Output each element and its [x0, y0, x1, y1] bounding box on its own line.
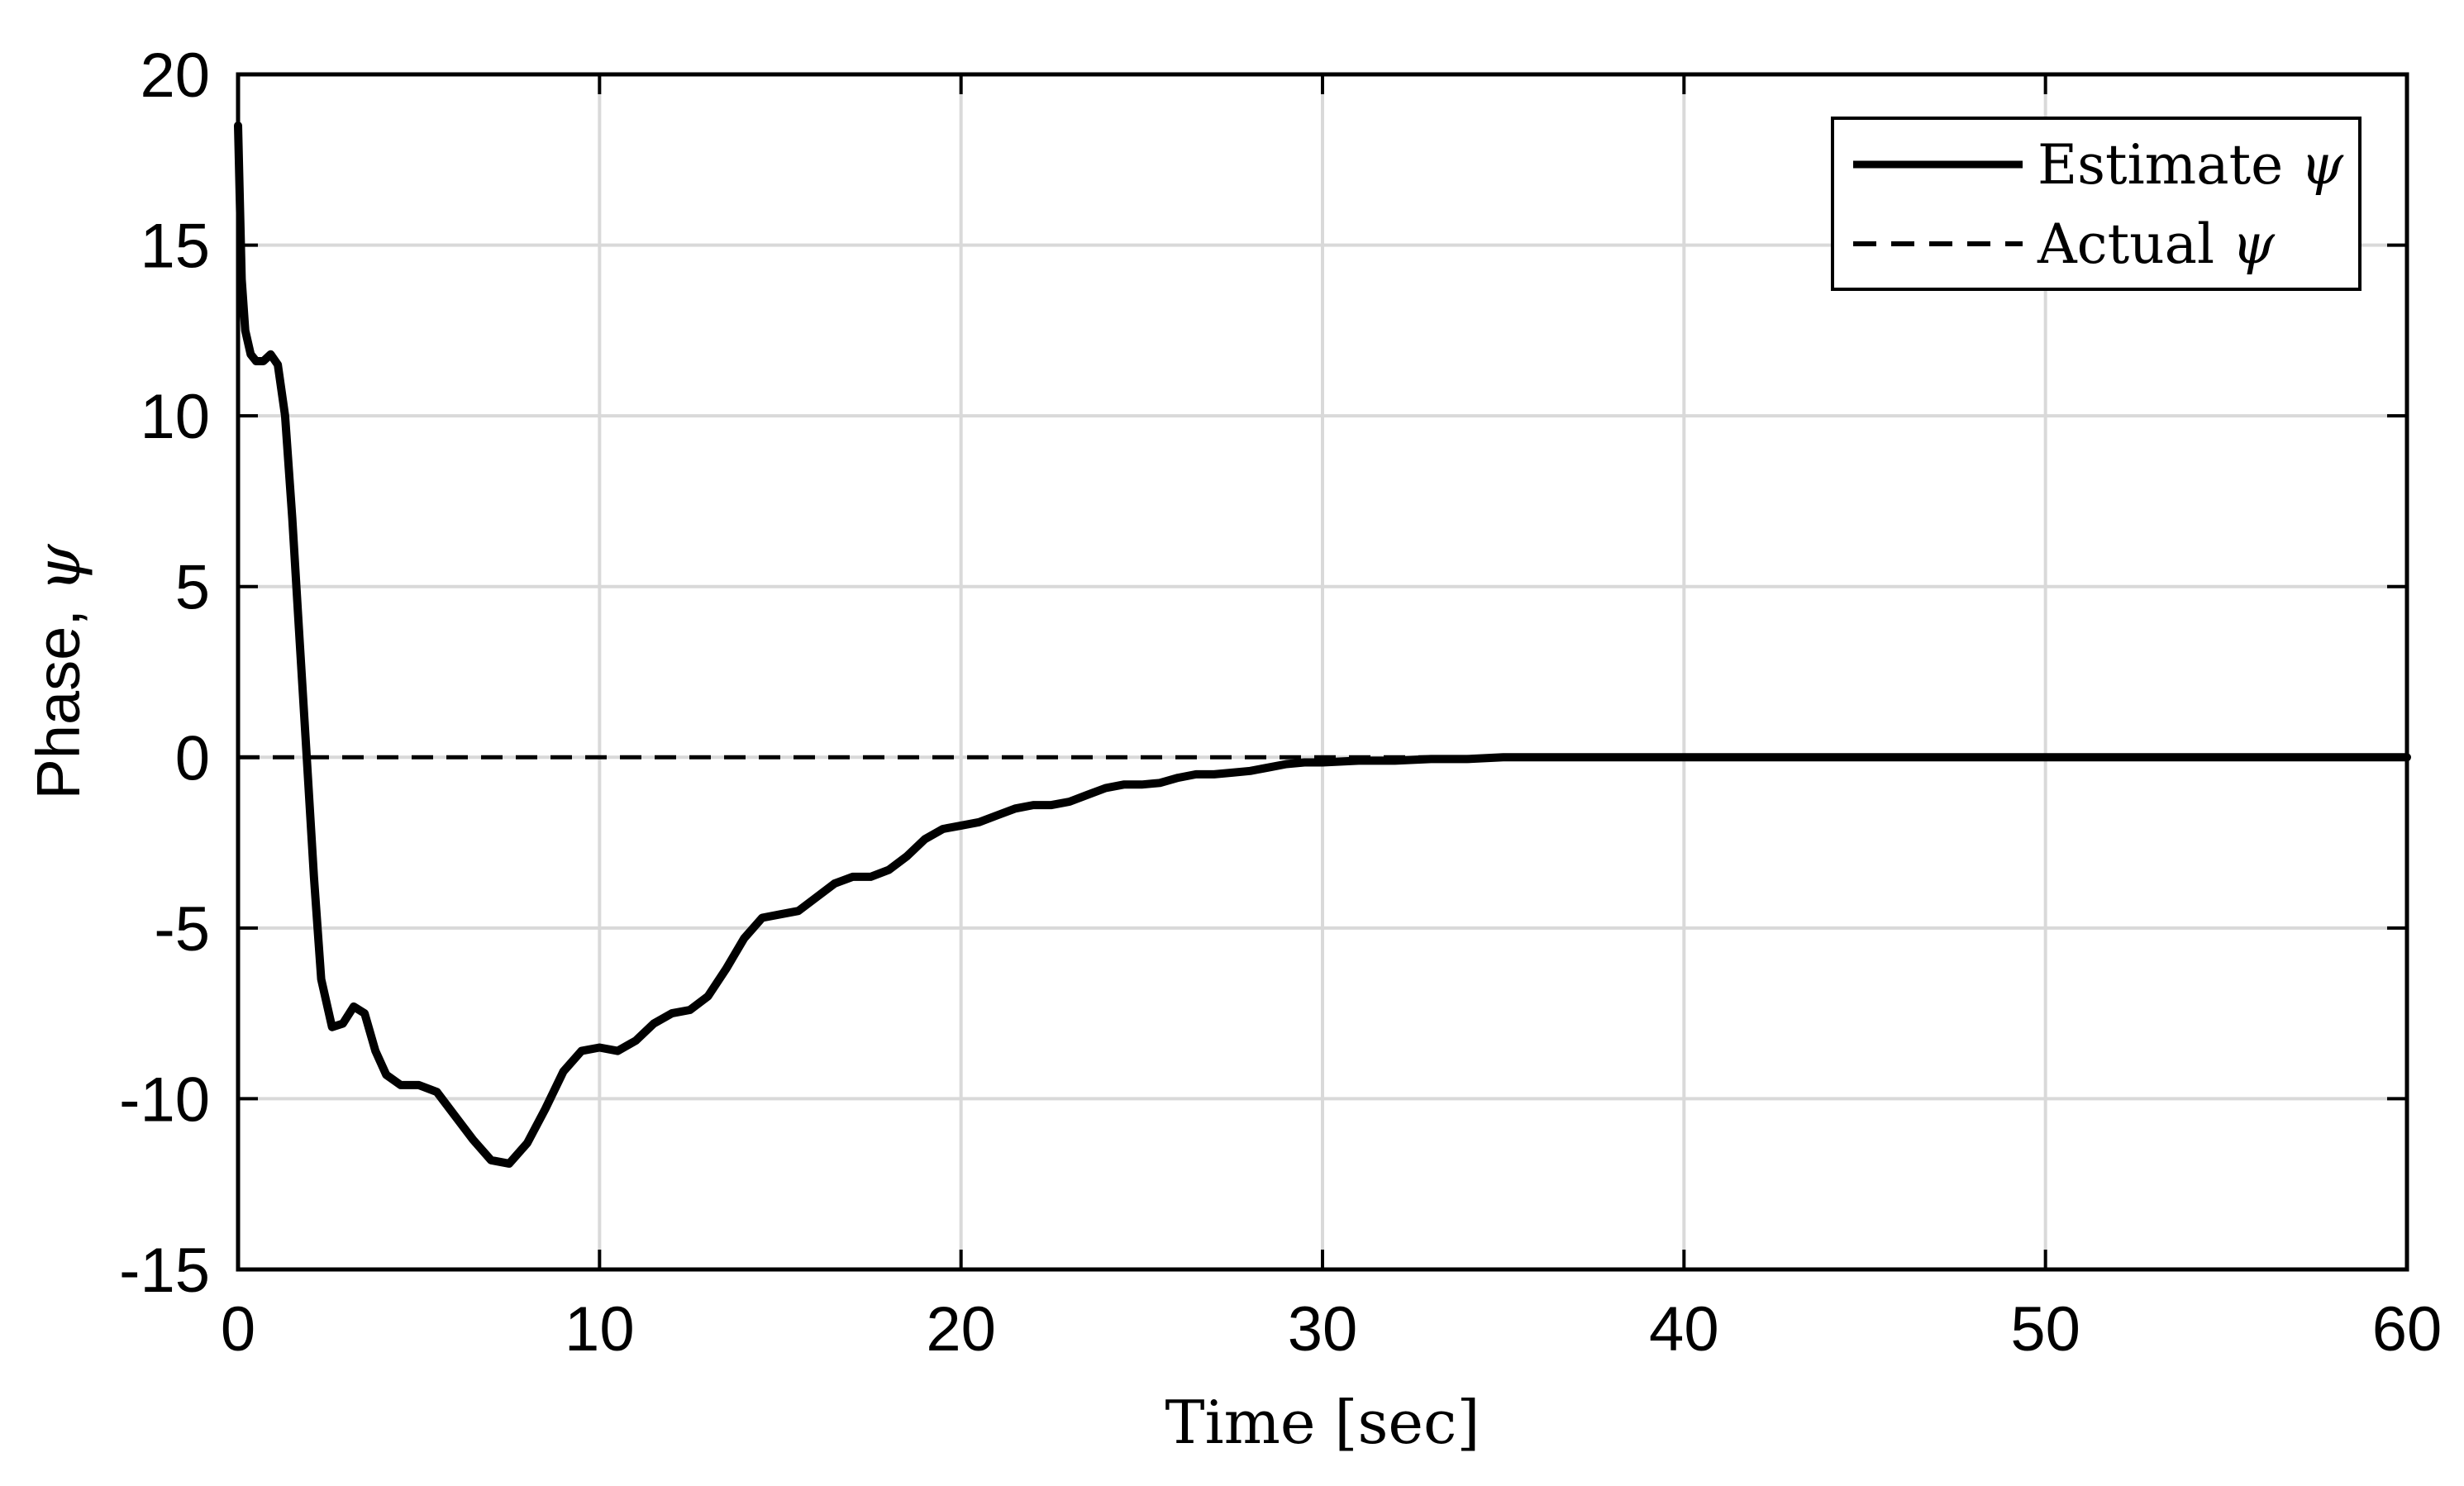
ticks — [236, 73, 2409, 1271]
y-tick-label: -5 — [154, 894, 210, 964]
x-tick-label: 50 — [2010, 1294, 2080, 1365]
tick-labels: 0 10 20 30 40 50 60 -15 -10 -5 0 5 10 15 20 — [119, 40, 2442, 1365]
legend-label-actual-text: Actual — [2037, 212, 2232, 276]
x-tick-label: 0 — [221, 1294, 255, 1365]
series-group — [234, 121, 2411, 1168]
legend-label-estimate: Estimate ψ — [2037, 133, 2344, 197]
legend: Estimate ψ Actual ψ — [1831, 117, 2362, 291]
legend-label-actual: Actual ψ — [2037, 212, 2276, 276]
y-axis-label-symbol: ψ — [23, 544, 94, 593]
x-tick-label: 60 — [2372, 1294, 2443, 1365]
x-tick-label: 30 — [1288, 1294, 1358, 1365]
y-tick-label: 5 — [175, 553, 210, 623]
y-tick-label: 10 — [140, 382, 210, 452]
y-axis-label: Phase, ψ — [23, 544, 94, 800]
x-axis-label: Time [sec] — [1165, 1388, 1480, 1457]
legend-label-actual-symbol: ψ — [2232, 212, 2276, 276]
series-line-estimate — [234, 121, 2411, 1168]
y-tick-label: 20 — [140, 40, 210, 111]
x-tick-label: 10 — [565, 1294, 635, 1365]
y-tick-label: -10 — [119, 1064, 210, 1135]
legend-label-estimate-text: Estimate — [2037, 133, 2300, 197]
legend-label-estimate-symbol: ψ — [2300, 133, 2344, 197]
x-tick-label: 20 — [926, 1294, 996, 1365]
y-tick-label: 0 — [175, 723, 210, 793]
y-tick-label: -15 — [119, 1236, 210, 1306]
y-axis-label-text: Phase, — [24, 593, 93, 800]
legend-box — [1831, 117, 2362, 291]
x-tick-label: 40 — [1649, 1294, 1719, 1365]
y-tick-label: 15 — [140, 212, 210, 282]
